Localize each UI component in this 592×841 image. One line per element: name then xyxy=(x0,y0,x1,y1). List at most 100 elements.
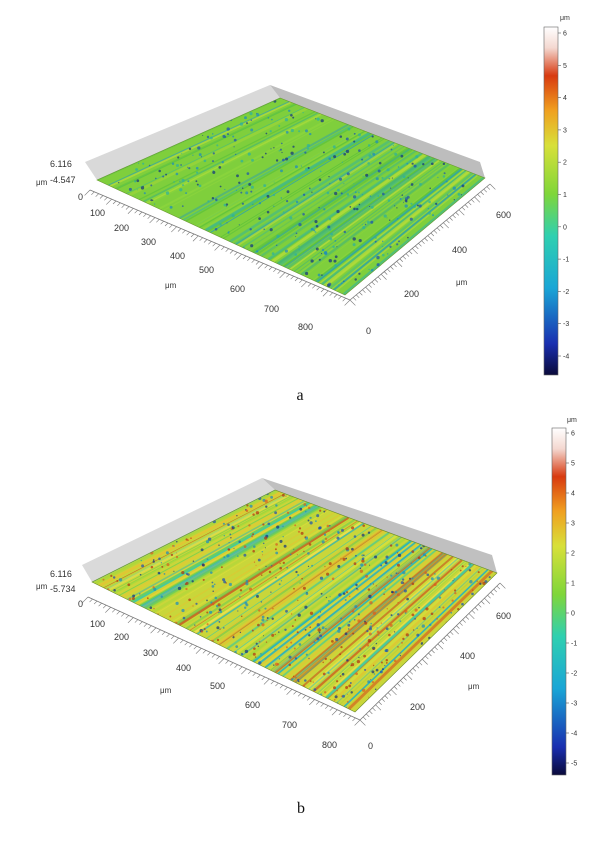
surface-streak xyxy=(168,513,341,621)
axis-tick xyxy=(252,672,256,677)
x-tick-label: 200 xyxy=(114,223,129,233)
surface-pit xyxy=(198,612,200,614)
surface-streak xyxy=(350,571,494,711)
colorbar-unit: μm xyxy=(560,15,570,22)
surface-pit xyxy=(445,180,448,183)
colorbar-tick-label: -2 xyxy=(563,289,569,296)
surface-pit xyxy=(409,160,411,163)
surface-pit xyxy=(273,664,275,666)
surface-pit xyxy=(401,194,404,196)
surface-pit xyxy=(190,537,192,539)
surface-streak xyxy=(104,493,287,589)
axis-tick xyxy=(216,656,220,660)
surface-pit xyxy=(218,611,220,614)
surface-pit xyxy=(206,558,209,561)
surface-pit xyxy=(275,551,279,555)
surface-pit xyxy=(231,526,235,530)
axis-tick xyxy=(207,652,211,656)
surface-pit xyxy=(364,621,368,625)
surface-streak xyxy=(143,505,320,609)
surface-pit xyxy=(326,572,330,576)
axis-tick xyxy=(241,668,247,675)
axis-tick xyxy=(371,281,375,286)
surface-pit xyxy=(404,197,409,201)
surface-pit xyxy=(233,146,235,148)
axis-tick xyxy=(104,197,108,201)
surface-pit xyxy=(345,557,348,560)
surface-streak xyxy=(304,164,452,277)
surface-pit xyxy=(413,205,416,208)
surface-pit xyxy=(390,574,393,577)
surface-streak xyxy=(331,173,475,290)
surface-pit xyxy=(354,605,358,609)
axis-tick xyxy=(106,198,112,205)
surface-pit xyxy=(342,557,346,561)
surface-pit xyxy=(334,255,338,259)
surface-pit xyxy=(453,199,455,201)
y-axis-line xyxy=(349,183,491,301)
surface-pit xyxy=(421,624,425,628)
surface-pit xyxy=(322,151,325,154)
surface-pit xyxy=(200,630,204,633)
axis-tick xyxy=(302,695,306,699)
axis-tick xyxy=(369,710,373,715)
surface-pit xyxy=(352,243,356,247)
x-axis-unit: μm xyxy=(165,281,177,290)
surface-streak xyxy=(259,542,419,667)
surface-streak xyxy=(128,107,308,197)
surface-pit xyxy=(225,203,229,206)
surface-streak xyxy=(182,517,352,628)
surface-pit xyxy=(429,187,431,189)
surface-pit xyxy=(211,133,214,135)
y-axis-unit: μm xyxy=(456,278,468,287)
surface-pit xyxy=(361,224,363,226)
surface-pit xyxy=(248,182,252,186)
surface-pit xyxy=(368,632,372,636)
axis-tick xyxy=(406,674,413,680)
surface-pit xyxy=(290,128,294,133)
axis-tick xyxy=(112,200,117,205)
surface-pit xyxy=(383,214,387,218)
surface-pit xyxy=(339,135,343,138)
surface-pit xyxy=(421,642,423,644)
axis-tick xyxy=(102,604,107,609)
surface-pit xyxy=(185,538,188,541)
surface-pit xyxy=(160,562,163,564)
surface-pit xyxy=(319,634,323,638)
surface-streak xyxy=(274,546,430,674)
surface-pit xyxy=(223,535,225,537)
surface-pit xyxy=(418,606,420,609)
z-min-label: -4.547 xyxy=(50,175,76,185)
surface-pit xyxy=(385,627,389,631)
surface-pit xyxy=(308,634,311,637)
surface-pit xyxy=(187,180,190,183)
surface-pit xyxy=(219,223,222,226)
surface-streak xyxy=(294,553,448,684)
surface-streak xyxy=(252,540,412,663)
surface-pit xyxy=(362,226,366,230)
surface-pit xyxy=(422,163,425,166)
surface-pit xyxy=(165,191,170,195)
surface-pit xyxy=(298,245,300,247)
y-tick-label: 200 xyxy=(410,702,425,712)
surface-pit xyxy=(139,593,141,595)
surface-pit xyxy=(150,199,153,202)
surface-streak xyxy=(339,567,485,705)
surface-pit xyxy=(150,184,153,187)
surface-pit xyxy=(185,572,189,576)
surface-pit xyxy=(336,246,338,248)
surface-streak xyxy=(196,522,365,635)
surface-pit xyxy=(479,582,482,585)
surface-streak xyxy=(234,141,395,246)
surface-pit xyxy=(313,688,317,691)
axis-tick xyxy=(82,596,89,603)
surface-pit xyxy=(157,571,161,575)
surface-pit xyxy=(285,609,288,613)
axis-tick xyxy=(418,243,422,247)
surface-pit xyxy=(264,547,266,549)
surface-pit xyxy=(302,193,306,196)
surface-pit xyxy=(327,671,330,675)
surface-pit xyxy=(278,583,281,586)
surface-pit xyxy=(209,136,213,140)
surface-streak xyxy=(331,565,480,702)
